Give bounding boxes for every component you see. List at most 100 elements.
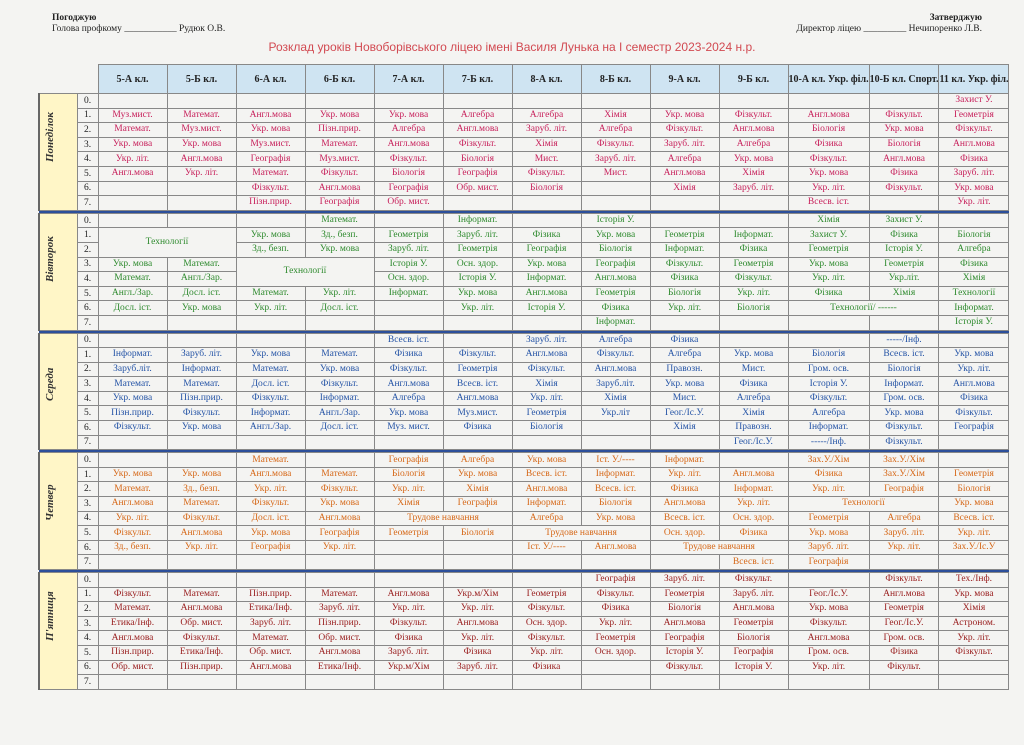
period-number: 0. [76, 452, 99, 468]
lesson-cell: Укр. літ. [787, 180, 870, 197]
lesson-cell: Фізкульт. [787, 151, 870, 167]
lesson-cell: Укр. літ. [304, 539, 375, 556]
lesson-cell: Всесв. іст. [442, 376, 513, 392]
lesson-cell: Англ.мова [304, 644, 375, 661]
lesson-cell: Фізика [718, 525, 789, 541]
lesson-row: 4. Укр. літ. Фізкульт. Досл. іст. Англ.мова Т… [39, 510, 1010, 527]
lesson-cell: Геометрія [373, 227, 444, 243]
lesson-cell: Математ. [304, 212, 375, 229]
period-number: 5. [76, 644, 99, 661]
lesson-cell: Пізн.прир. [235, 586, 306, 603]
lesson-cell: Історія У. [373, 256, 444, 273]
class-header: 6-А кл. [235, 64, 306, 94]
lesson-cell: Укр. літ. [868, 539, 940, 556]
period-number: 6. [76, 420, 99, 436]
lesson-cell: Фізкульт. [718, 107, 789, 124]
lesson-cell [166, 212, 237, 229]
lesson-cell [580, 180, 651, 197]
lesson-cell: Гром. осв. [787, 644, 870, 661]
lesson-cell: Інформат. [718, 481, 789, 498]
lesson-row: 5. Пізн.прир. Фізкульт. Інформат. Англ./Зар.… [39, 405, 1010, 422]
lesson-cell: Укр.літ. [868, 271, 940, 287]
lesson-cell [868, 93, 940, 109]
lesson-cell [166, 180, 237, 197]
lesson-cell: Заруб. літ. [373, 241, 444, 258]
lesson-cell [718, 195, 789, 211]
lesson-cell: Укр. літ. [938, 525, 1010, 541]
lesson-cell: Укр. літ. [649, 466, 720, 483]
lesson-cell: Англ.мова [97, 165, 168, 182]
lesson-cell: Фізкульт. [938, 405, 1010, 422]
lesson-row: 6. Обр. мист. Пізн.прир. Англ.мова Етика/Інф… [39, 659, 1010, 676]
lesson-cell: Заруб. літ. [718, 180, 789, 197]
class-header: 7-А кл. [373, 64, 444, 94]
lesson-cell: Пізн.прир. [97, 405, 168, 422]
lesson-cell: Хімія [511, 136, 582, 153]
lesson-cell [304, 452, 375, 468]
period-number: 3. [76, 615, 99, 632]
lesson-cell: Досл. іст. [235, 376, 306, 392]
period-number: 0. [76, 572, 99, 588]
lesson-cell: Англ.мова [442, 122, 513, 138]
lesson-cell: Всесв. іст. [938, 510, 1010, 527]
lesson-cell: Алгебра [787, 405, 870, 422]
lesson-cell: Історія У. [718, 659, 789, 676]
lesson-cell: Алгебра [938, 241, 1010, 258]
lesson-cell: Укр. літ. [580, 615, 651, 632]
lesson-cell: Заруб. літ. [868, 525, 940, 541]
lesson-cell: Фізика [511, 659, 582, 676]
lesson-cell: Геометрія [442, 241, 513, 258]
lesson-cell: Фізика [868, 227, 940, 243]
lesson-cell: Хімія [580, 107, 651, 124]
lesson-cell: Математ. [97, 271, 168, 287]
lesson-cell: Інформат. [580, 466, 651, 483]
lesson-cell: Англ.мова [787, 630, 870, 646]
period-number: 5. [76, 165, 99, 182]
lesson-cell: Хімія [511, 376, 582, 392]
lesson-cell: Біологія [938, 481, 1010, 498]
lesson-cell: Укр. літ. [97, 151, 168, 167]
lesson-cell: Географія [580, 572, 651, 588]
lesson-cell [373, 539, 444, 556]
lesson-cell: Фізкульт. [787, 390, 870, 407]
lesson-cell [166, 674, 237, 690]
approve-right-role: Директор ліцею [796, 24, 862, 34]
lesson-cell: Алгебра [580, 332, 651, 349]
lesson-row: 6. Досл. іст. Укр. мова Укр. літ. Досл. іст.… [39, 300, 1010, 316]
period-number: 1. [76, 107, 99, 124]
lesson-cell: Укр. мова [97, 390, 168, 407]
lesson-cell: Всесв. іст. [787, 195, 870, 211]
lesson-cell: Алгебра [442, 107, 513, 124]
lesson-cell: Біологія [868, 361, 940, 378]
period-number: 5. [76, 525, 99, 541]
lesson-cell: Муз.мист. [97, 107, 168, 124]
lesson-cell: Біологія [373, 466, 444, 483]
day-separator-line [39, 449, 1009, 453]
lesson-cell [97, 452, 168, 468]
lesson-cell: Укр. літ. [938, 361, 1010, 378]
period-number: 6. [76, 300, 99, 316]
lesson-cell: Англ.мова [373, 586, 444, 603]
lesson-cell: Укр. мова [868, 405, 940, 422]
lesson-cell: Географія [373, 180, 444, 197]
approval-left: Погоджую Голова профкому ___________ Руд… [52, 13, 225, 35]
lesson-cell: Укр. мова [235, 525, 306, 541]
period-number: 3. [76, 136, 99, 153]
lesson-cell: Фізкульт. [511, 630, 582, 646]
lesson-cell: Укр. мова [304, 496, 375, 512]
lesson-cell [97, 554, 168, 570]
lesson-cell: Алгебра [649, 347, 720, 363]
lesson-cell [649, 554, 720, 570]
period-number: 6. [76, 539, 99, 556]
lesson-cell: Геометрія [787, 241, 870, 258]
lesson-cell: Алгебра [511, 510, 582, 527]
signature-line-left: ___________ [124, 24, 177, 34]
day-label-cell: Четвер [38, 452, 78, 570]
lesson-cell: Алгебра [868, 510, 940, 527]
lesson-row: Вівторок 0. Математ. Інформат. Історія У. Хім… [38, 212, 1010, 331]
lesson-cell: Фізкульт. [304, 376, 375, 392]
lesson-cell: Етика/Інф. [235, 601, 306, 617]
lesson-cell [235, 93, 306, 109]
class-header: 7-Б кл. [442, 64, 513, 94]
approve-left-name: Рудюк О.В. [178, 24, 226, 34]
